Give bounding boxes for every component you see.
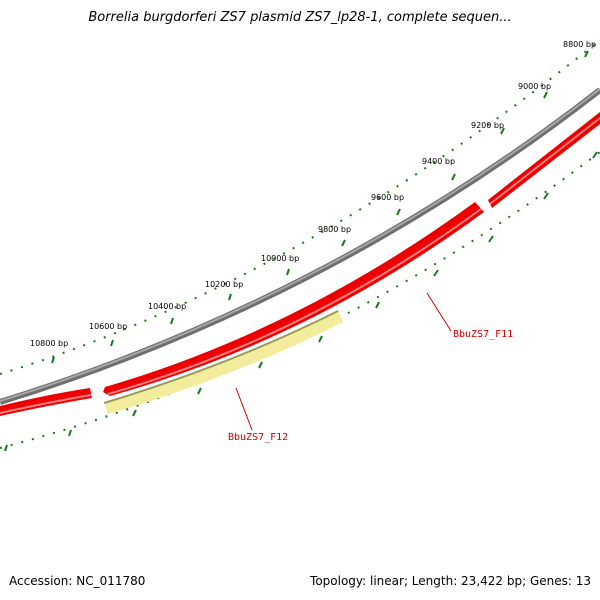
gene-label-f12: BbuZS7_F12 (228, 432, 288, 443)
tick-label: 10600 bp (89, 322, 127, 331)
tick-label: 9600 bp (371, 193, 404, 202)
topology-summary: Topology: linear; Length: 23,422 bp; Gen… (310, 574, 591, 588)
gene-arrow-bbuzs7-f11 (103, 202, 484, 396)
map-title: Borrelia burgdorferi ZS7 plasmid ZS7_lp2… (88, 10, 512, 25)
gene-band-red-left (0, 388, 92, 416)
tick-label: 10000 bp (261, 254, 299, 263)
tick-label: 9800 bp (318, 225, 351, 234)
tick-label: 10200 bp (205, 280, 243, 289)
outer-major-ticks (51, 50, 589, 364)
tick-label: 8800 bp (563, 40, 596, 49)
gene-label-f11: BbuZS7_F11 (453, 329, 513, 340)
tick-label: 9400 bp (422, 157, 455, 166)
leader-line-f12 (235, 387, 253, 431)
tick-label: 10800 bp (30, 339, 68, 348)
tick-labels: 8800 bp 9000 bp 9200 bp 9400 bp 9600 bp … (30, 40, 596, 348)
accession-text: Accession: NC_011780 (9, 574, 146, 588)
leader-line-f11 (426, 292, 452, 332)
inner-tick-ring (0, 151, 600, 449)
outer-tick-ring (0, 39, 600, 375)
plasmid-backbone (0, 87, 600, 405)
inner-major-ticks (4, 151, 598, 452)
tick-label: 9200 bp (471, 121, 504, 130)
tick-label: 10400 bp (148, 302, 186, 311)
tick-label: 9000 bp (518, 82, 551, 91)
